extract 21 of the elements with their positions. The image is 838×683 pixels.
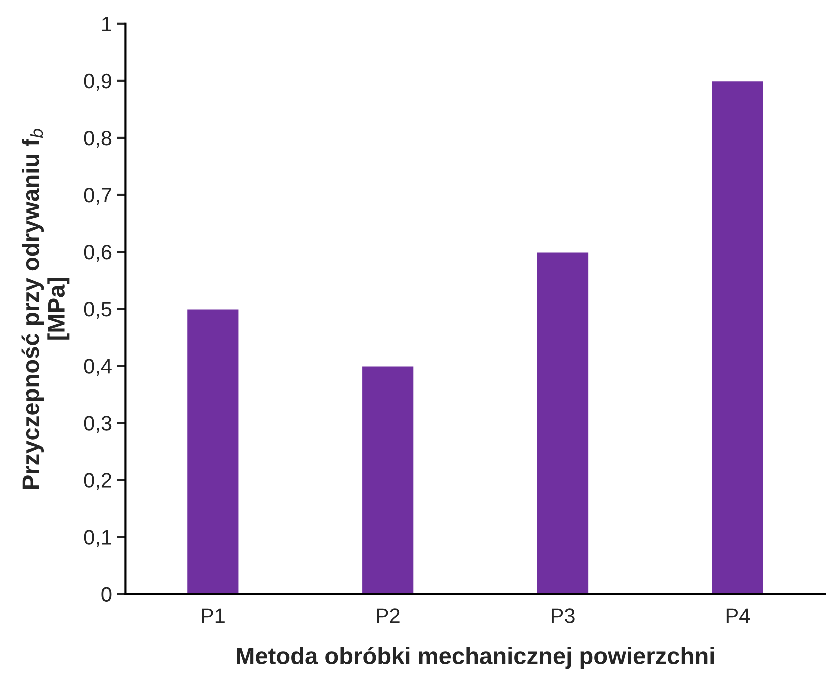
y-tick-label: 0,3 [84,416,112,434]
x-tick-label: P1 [202,608,225,624]
x-tick-label: P4 [726,608,750,624]
x-tick-label: P3 [552,608,575,624]
y-tick-label: 0,6 [84,245,112,262]
bar [186,308,240,594]
text: Przyczepność przy odrywaniu f$_{b}$ [MPa] [22,129,70,490]
bar [361,365,416,594]
x-axis-title: Metoda obróbki mechanicznej powierzchni [237,646,714,670]
y-tick-label: 0,2 [84,473,112,490]
bar [711,80,765,594]
y-tick-label: 0,4 [84,359,112,376]
y-tick-label: 0,1 [84,530,112,548]
y-tick-label: 1 [102,17,112,32]
x-tick-label: P2 [377,608,400,624]
bar [536,251,590,594]
y-tick-label: 0,8 [84,130,112,148]
y-tick-label: 0,5 [84,302,112,320]
y-tick-label: 0,7 [84,188,112,206]
y-tick-label: 0,9 [84,74,112,92]
y-tick-label: 0 [102,587,112,602]
